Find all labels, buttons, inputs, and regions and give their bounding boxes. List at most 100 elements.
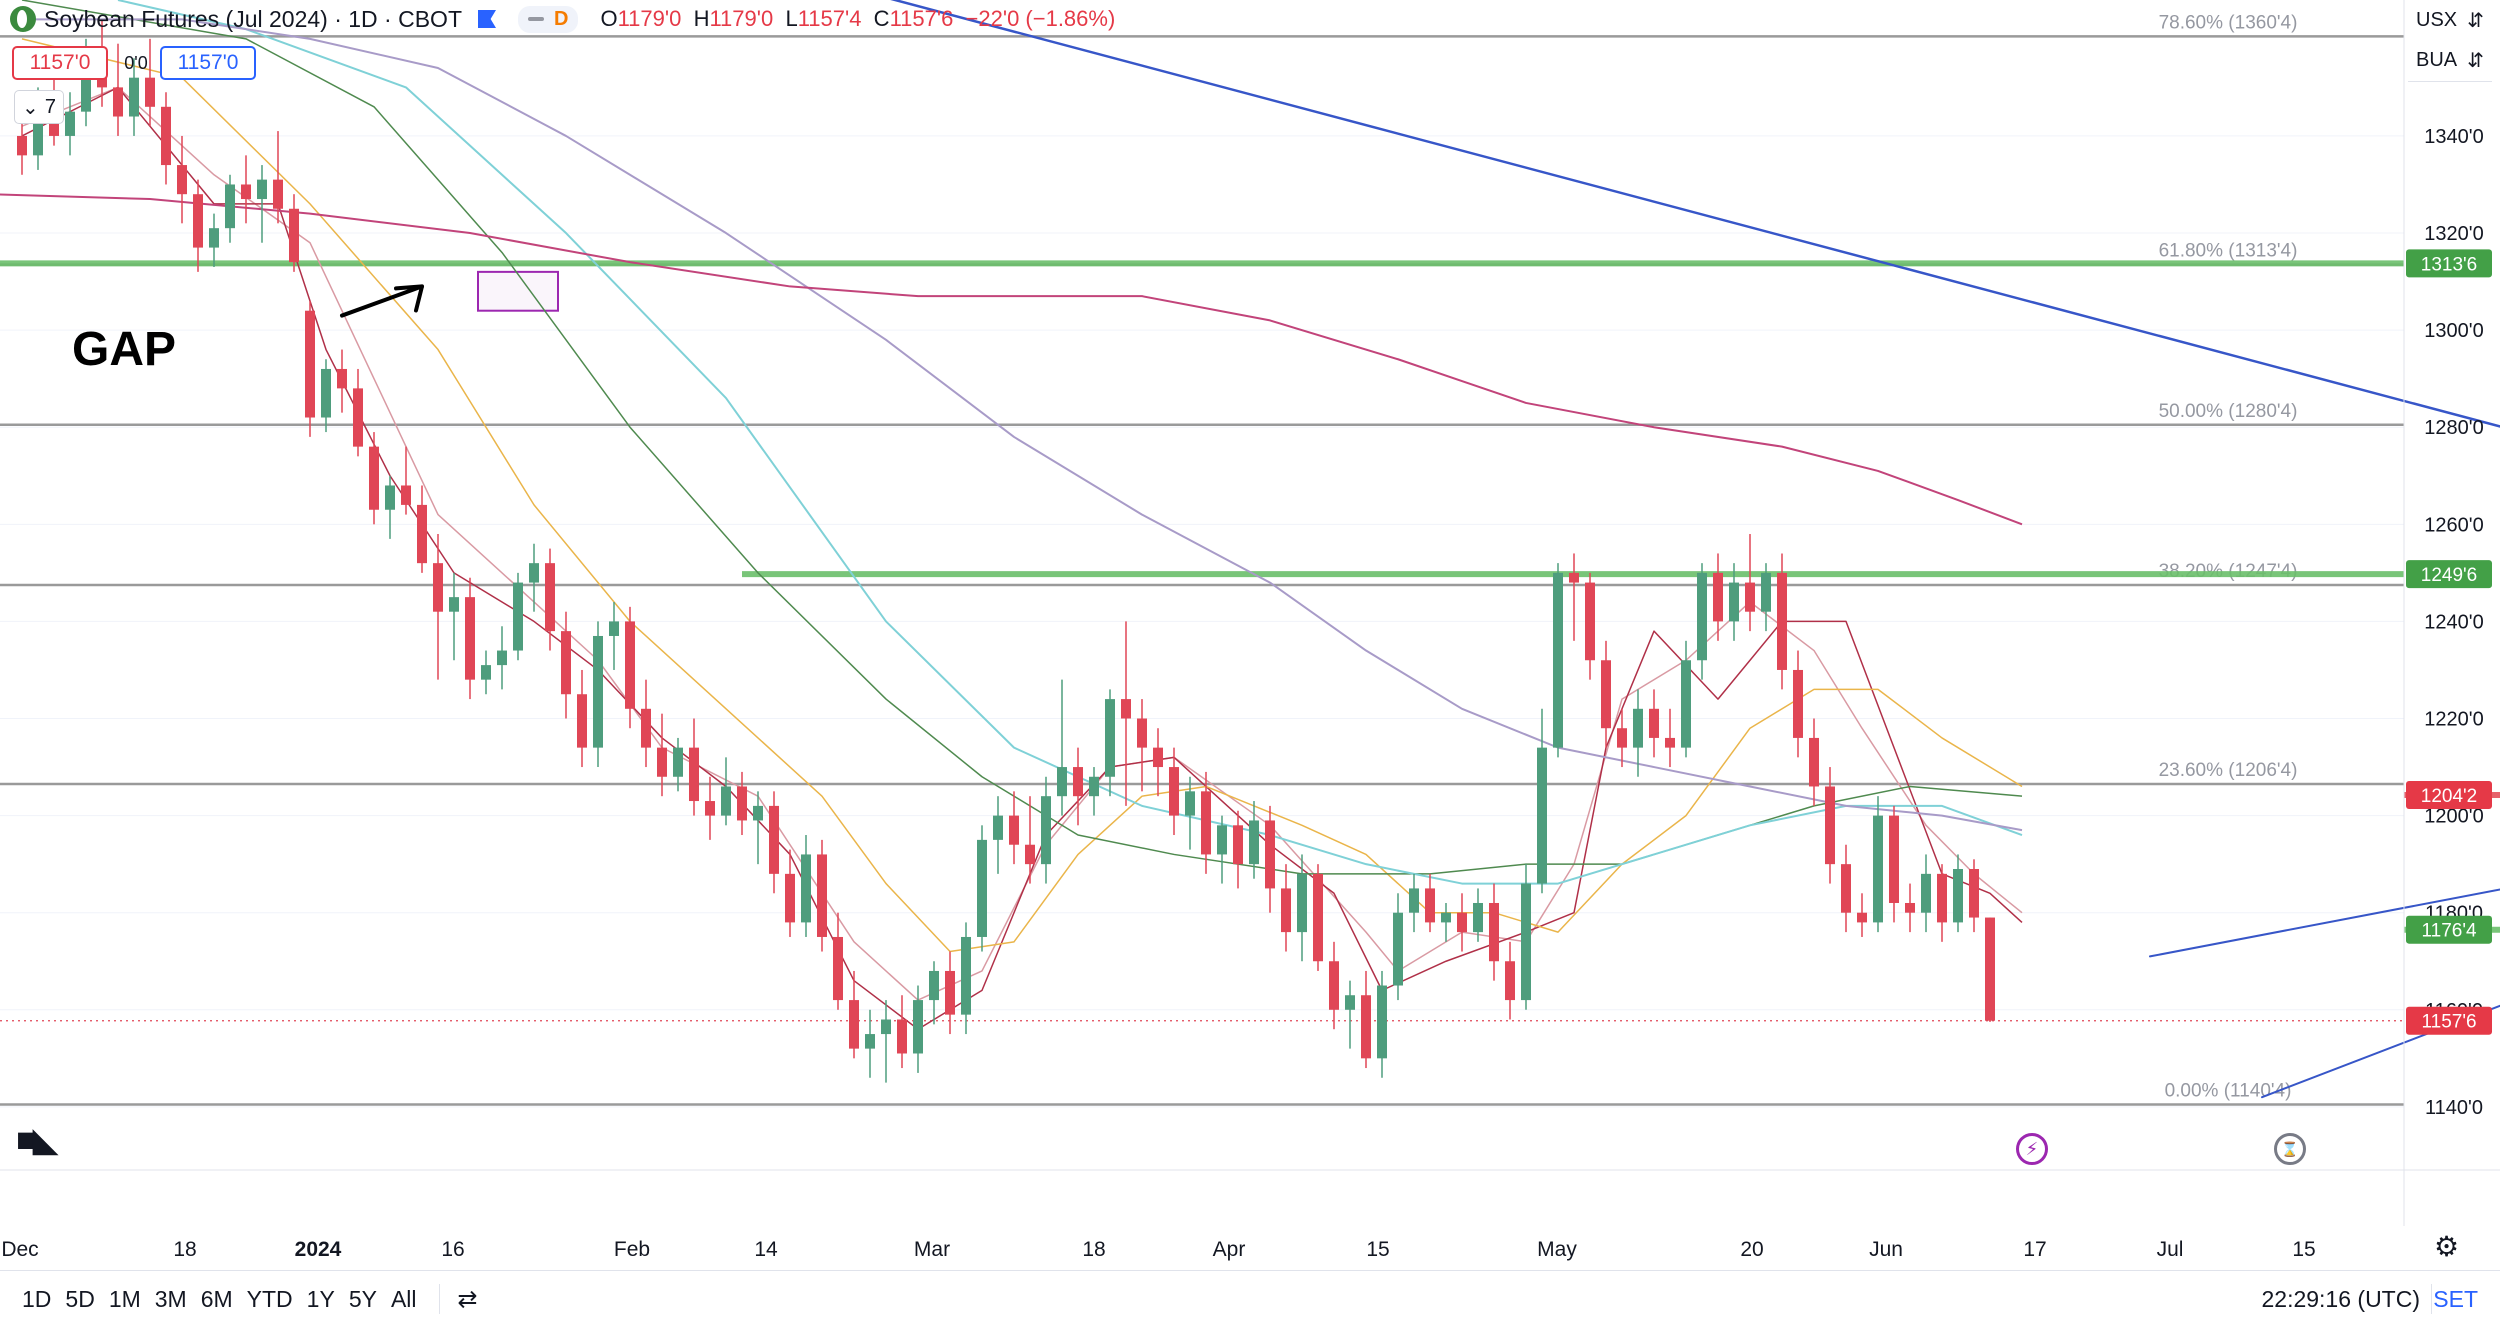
candle-body bbox=[1697, 572, 1707, 661]
indicators-toggle[interactable]: ⌄ 7 bbox=[14, 90, 64, 124]
candle-body bbox=[833, 936, 843, 1001]
candle bbox=[1889, 805, 1899, 923]
candle bbox=[1953, 854, 1963, 933]
time-tick-label: Jun bbox=[1869, 1238, 1903, 1261]
candle-body bbox=[321, 368, 331, 418]
candle bbox=[929, 961, 939, 1025]
range-button-all[interactable]: All bbox=[390, 1285, 417, 1312]
candle-body bbox=[1793, 669, 1803, 738]
candle-body bbox=[529, 563, 539, 583]
time-tick-label: 18 bbox=[173, 1238, 196, 1261]
price-tag-label: 1249'6 bbox=[2421, 565, 2477, 586]
candle bbox=[753, 791, 763, 865]
candle bbox=[561, 611, 571, 719]
candle-body bbox=[1777, 572, 1787, 670]
range-button-1y[interactable]: 1Y bbox=[306, 1285, 335, 1312]
price-tag-label: 1313'6 bbox=[2421, 254, 2477, 275]
candle-body bbox=[129, 77, 139, 117]
market-status-pill[interactable]: D bbox=[518, 5, 579, 33]
candle-body bbox=[1425, 888, 1435, 923]
candle-body bbox=[1457, 912, 1467, 933]
range-button-1d[interactable]: 1D bbox=[22, 1285, 52, 1312]
range-button-ytd[interactable]: YTD bbox=[246, 1285, 293, 1312]
buy-button[interactable]: 1157'0 bbox=[160, 46, 256, 80]
candle bbox=[225, 174, 235, 243]
compare-icon[interactable]: ⇄ bbox=[457, 1285, 478, 1313]
candle bbox=[353, 368, 363, 457]
tradingview-logo-icon[interactable]: ■◣ bbox=[16, 1121, 59, 1159]
candle-body bbox=[1825, 786, 1835, 865]
candle bbox=[1569, 553, 1579, 641]
range-button-3m[interactable]: 3M bbox=[154, 1285, 187, 1312]
candle bbox=[577, 669, 587, 768]
price-change: −22'0 (−1.86%) bbox=[965, 6, 1116, 31]
candle bbox=[865, 1009, 875, 1078]
sell-button[interactable]: 1157'0 bbox=[12, 46, 108, 80]
currency-select[interactable]: USX ⇵ bbox=[2408, 0, 2492, 42]
chevron-down-icon: ⌄ bbox=[22, 96, 39, 119]
range-button-5d[interactable]: 5D bbox=[65, 1285, 95, 1312]
price-tick-label: 1340'0 bbox=[2424, 126, 2483, 148]
flag-icon[interactable] bbox=[478, 10, 496, 28]
candle bbox=[1233, 810, 1243, 889]
sma-200-line bbox=[0, 193, 2023, 526]
candle-body bbox=[1297, 873, 1307, 933]
candle bbox=[449, 572, 459, 661]
price-tick-label: 1260'0 bbox=[2424, 514, 2483, 536]
candle bbox=[241, 155, 251, 224]
channel-upper bbox=[2149, 888, 2500, 958]
candle bbox=[705, 776, 715, 840]
candle bbox=[65, 92, 75, 156]
candle-body bbox=[1153, 747, 1163, 768]
candle-body bbox=[177, 165, 187, 195]
candle bbox=[593, 621, 603, 768]
candle-body bbox=[1473, 902, 1483, 933]
candle bbox=[1073, 747, 1083, 826]
sma-100-line bbox=[22, 18, 2023, 832]
range-button-5y[interactable]: 5Y bbox=[348, 1285, 377, 1312]
candle bbox=[1345, 980, 1355, 1049]
candle-body bbox=[737, 786, 747, 821]
gap-annotation: GAP bbox=[72, 323, 177, 376]
candle bbox=[1745, 534, 1755, 632]
session-settings-button[interactable]: SET bbox=[2433, 1285, 2478, 1312]
time-tick-label: Feb bbox=[614, 1238, 650, 1261]
hourglass-icon[interactable]: ⌛ bbox=[2274, 1133, 2306, 1165]
candle-body bbox=[1377, 985, 1387, 1059]
candle bbox=[1537, 708, 1547, 894]
price-tick-label: 1300'0 bbox=[2424, 320, 2483, 342]
candle-body bbox=[945, 970, 955, 1015]
symbol-title[interactable]: Soybean Futures (Jul 2024) · 1D · CBOT bbox=[44, 5, 462, 32]
support-resistance-lines bbox=[0, 260, 2500, 1022]
candle-body bbox=[801, 854, 811, 923]
price-tag: 1176'4 bbox=[2406, 915, 2492, 944]
candle bbox=[1777, 553, 1787, 690]
candle bbox=[1633, 689, 1643, 777]
gear-icon[interactable]: ⚙ bbox=[2434, 1231, 2460, 1262]
candle-body bbox=[305, 310, 315, 418]
clock[interactable]: 22:29:16 (UTC) bbox=[2261, 1285, 2420, 1312]
downtrend-resistance bbox=[890, 0, 2500, 428]
range-button-6m[interactable]: 6M bbox=[200, 1285, 233, 1312]
candle bbox=[913, 985, 923, 1073]
candle-body bbox=[1937, 873, 1947, 923]
candle bbox=[417, 485, 427, 573]
ema-10-line bbox=[21, 86, 2023, 1001]
candle bbox=[1121, 621, 1131, 806]
candle bbox=[1905, 883, 1915, 933]
price-tag-bg bbox=[2406, 249, 2492, 278]
sma-20-line bbox=[21, 38, 2023, 953]
candle bbox=[161, 92, 171, 185]
candle bbox=[785, 849, 795, 937]
price-tag-bg bbox=[2406, 915, 2492, 944]
unit-select[interactable]: BUA ⇵ bbox=[2408, 40, 2492, 82]
candle bbox=[1521, 864, 1531, 1010]
range-button-1m[interactable]: 1M bbox=[108, 1285, 141, 1312]
candle-body bbox=[1633, 708, 1643, 748]
candle bbox=[1601, 640, 1611, 748]
candle-body bbox=[353, 388, 363, 447]
price-tag-label: 1157'6 bbox=[2421, 1012, 2476, 1033]
lightning-icon[interactable]: ⚡ bbox=[2016, 1133, 2048, 1165]
candle bbox=[1329, 941, 1339, 1030]
